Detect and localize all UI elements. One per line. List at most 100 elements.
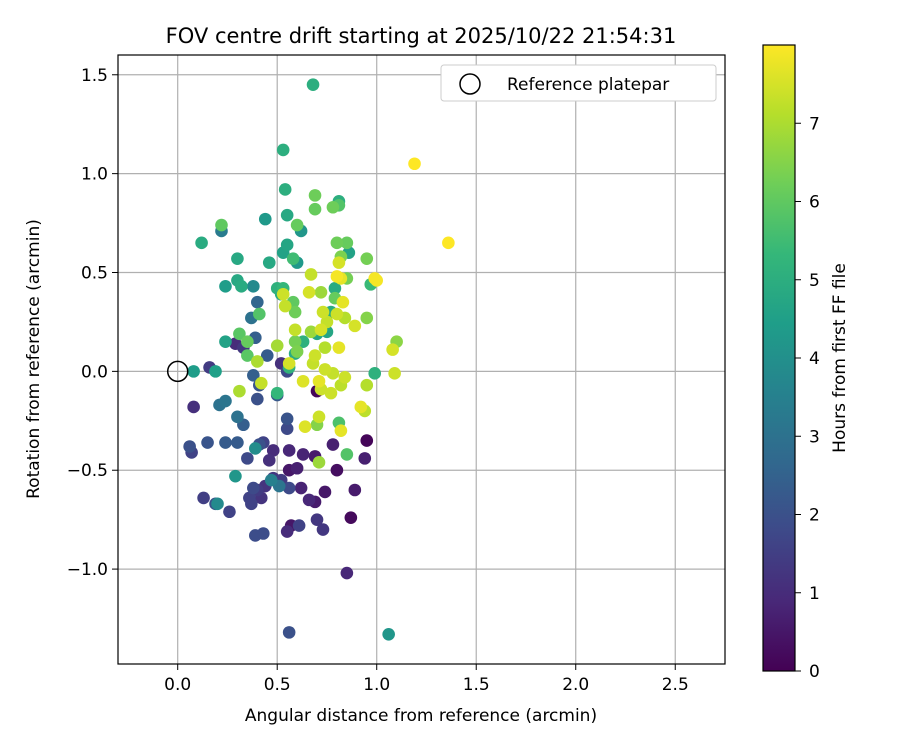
- data-point: [348, 483, 362, 497]
- data-point: [282, 444, 296, 457]
- colorbar-label: Hours from first FF file: [830, 263, 850, 453]
- data-point: [304, 268, 318, 281]
- data-point: [334, 424, 348, 437]
- y-tick-label: 1.0: [81, 165, 108, 185]
- colorbar-tick-label: 2: [809, 506, 820, 526]
- data-point: [231, 436, 244, 449]
- data-point: [183, 440, 196, 453]
- data-point: [304, 325, 318, 339]
- reference-platepar-marker: [166, 360, 189, 383]
- data-point: [340, 236, 354, 250]
- colorbar-tick-label: 3: [809, 427, 820, 447]
- y-tick-label: −1.0: [67, 560, 108, 580]
- data-point: [245, 497, 258, 511]
- data-point: [249, 442, 262, 455]
- data-point: [231, 410, 244, 424]
- data-point: [211, 497, 224, 511]
- data-point: [332, 256, 346, 269]
- data-point: [280, 208, 294, 222]
- data-point: [312, 410, 326, 424]
- data-point: [310, 513, 324, 526]
- data-point: [288, 335, 302, 349]
- grid-lines: [118, 55, 725, 664]
- data-point: [254, 376, 268, 390]
- y-tick-label: −0.5: [67, 461, 108, 481]
- data-point: [247, 481, 260, 495]
- data-point: [290, 345, 304, 358]
- x-tick-label: 0.5: [264, 675, 291, 695]
- data-point: [251, 392, 264, 406]
- colorbar-tick-label: 5: [809, 271, 820, 291]
- data-point: [308, 189, 322, 202]
- data-point: [187, 365, 200, 378]
- data-point: [382, 628, 395, 641]
- data-point: [241, 335, 254, 349]
- data-point: [233, 384, 246, 398]
- data-point: [270, 386, 284, 400]
- data-point: [270, 339, 284, 352]
- data-point: [278, 183, 292, 196]
- data-point: [233, 327, 246, 341]
- y-axis-label: Rotation from reference (arcmin): [24, 219, 44, 499]
- colorbar-tick-label: 1: [809, 584, 820, 604]
- colorbar: 0 1 2 3 4 5 6 7 Hours from first FF file: [762, 44, 850, 682]
- data-point: [302, 493, 316, 507]
- data-point: [388, 367, 401, 380]
- data-point: [282, 626, 296, 639]
- data-point: [282, 481, 296, 495]
- data-point: [251, 355, 264, 368]
- data-point: [294, 481, 308, 495]
- data-points: [183, 78, 455, 641]
- data-point: [258, 212, 272, 226]
- x-axis-ticks: 0.0 0.5 1.0 1.5 2.0 2.5: [164, 664, 689, 695]
- data-point: [235, 280, 248, 293]
- data-point: [328, 282, 342, 295]
- data-point: [386, 343, 399, 356]
- data-point: [296, 374, 310, 388]
- legend-label: Reference platepar: [507, 75, 669, 95]
- data-point: [316, 523, 330, 536]
- data-point: [298, 420, 312, 434]
- data-point: [344, 511, 358, 524]
- x-tick-label: 1.0: [363, 675, 390, 695]
- data-point: [360, 434, 374, 447]
- data-point: [280, 412, 294, 426]
- data-point: [340, 566, 354, 580]
- data-point: [318, 363, 332, 376]
- data-point: [241, 349, 254, 362]
- data-point: [276, 143, 290, 157]
- data-point: [219, 335, 232, 349]
- legend-marker: [459, 73, 481, 95]
- y-tick-label: 0.5: [81, 264, 108, 284]
- data-point: [340, 448, 354, 461]
- data-point: [408, 157, 421, 171]
- data-point: [266, 444, 280, 457]
- data-point: [256, 527, 270, 540]
- data-point: [318, 341, 332, 354]
- data-point: [348, 319, 362, 333]
- data-point: [262, 454, 276, 467]
- data-point: [314, 285, 328, 299]
- data-point: [280, 525, 294, 538]
- y-tick-label: 1.5: [81, 66, 108, 86]
- data-point: [229, 469, 242, 483]
- data-point: [292, 519, 306, 532]
- data-point: [262, 256, 276, 269]
- data-point: [368, 367, 382, 380]
- data-point: [368, 272, 382, 285]
- data-point: [308, 202, 322, 216]
- data-point: [260, 349, 274, 362]
- x-tick-label: 2.5: [662, 675, 689, 695]
- data-point: [308, 349, 322, 362]
- data-point: [330, 307, 344, 321]
- data-point: [332, 341, 346, 354]
- data-point: [338, 370, 352, 384]
- data-point: [296, 448, 310, 461]
- data-point: [219, 394, 232, 408]
- y-axis-ticks: −1.0 −0.5 0.0 0.5 1.0 1.5: [67, 66, 118, 580]
- data-point: [326, 438, 340, 451]
- data-point: [247, 280, 260, 293]
- data-point: [278, 299, 292, 313]
- data-point: [302, 285, 316, 299]
